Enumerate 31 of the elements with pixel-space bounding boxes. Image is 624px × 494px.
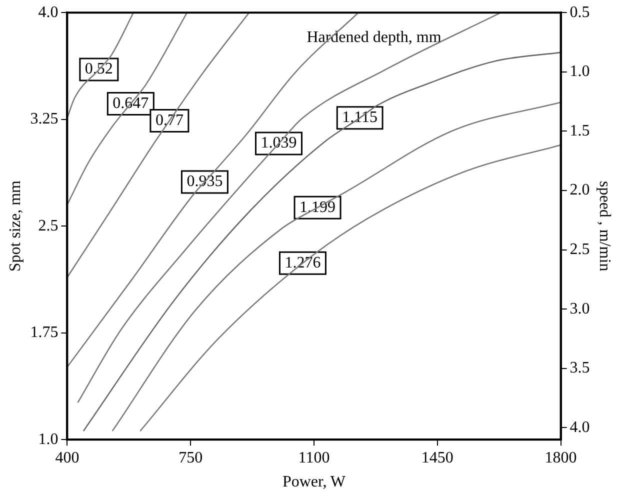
y2-tick-label: 3.5	[570, 360, 590, 377]
text: Hardened depth, mm	[306, 28, 442, 46]
y-tick-label: 2.5	[38, 217, 58, 234]
y2-tick-label: 1.5	[570, 122, 590, 140]
y-tick-label: 4.0	[38, 4, 58, 21]
x-tick-label: 1100	[298, 449, 330, 466]
line-series	[77, 12, 502, 404]
x-axis-title: Power, W	[282, 474, 346, 491]
annotation: 1.199	[300, 198, 336, 216]
line-series	[82, 52, 561, 432]
y2-axis-title: speed , m/min	[596, 180, 614, 272]
line-series	[67, 12, 250, 278]
annotation: 0.935	[186, 173, 223, 190]
y-tick-label: 1.75	[30, 324, 58, 342]
x-tick-label: 1800	[544, 449, 577, 466]
y2-tick-label: 1.0	[570, 63, 590, 80]
annotation: 0.647	[112, 94, 149, 112]
y2-tick-label: 2.5	[570, 241, 590, 258]
x-tick-label: 750	[178, 449, 203, 466]
y2-tick-label: 3.0	[570, 300, 590, 318]
y2-tick-label: 0.5	[570, 4, 590, 21]
y-tick-label: 3.25	[30, 110, 58, 128]
y2-tick-label: 4.0	[570, 418, 590, 436]
y-tick-label: 1.0	[38, 430, 58, 448]
x-tick-label: 400	[55, 449, 80, 466]
x-tick-label: 1450	[421, 449, 454, 466]
y2-tick-label: 2.0	[570, 182, 590, 199]
line-series	[67, 12, 188, 206]
annotation: 1.039	[260, 134, 297, 152]
annotation: 1.276	[284, 254, 321, 272]
y-axis-title: Spot size, mm	[6, 180, 24, 272]
